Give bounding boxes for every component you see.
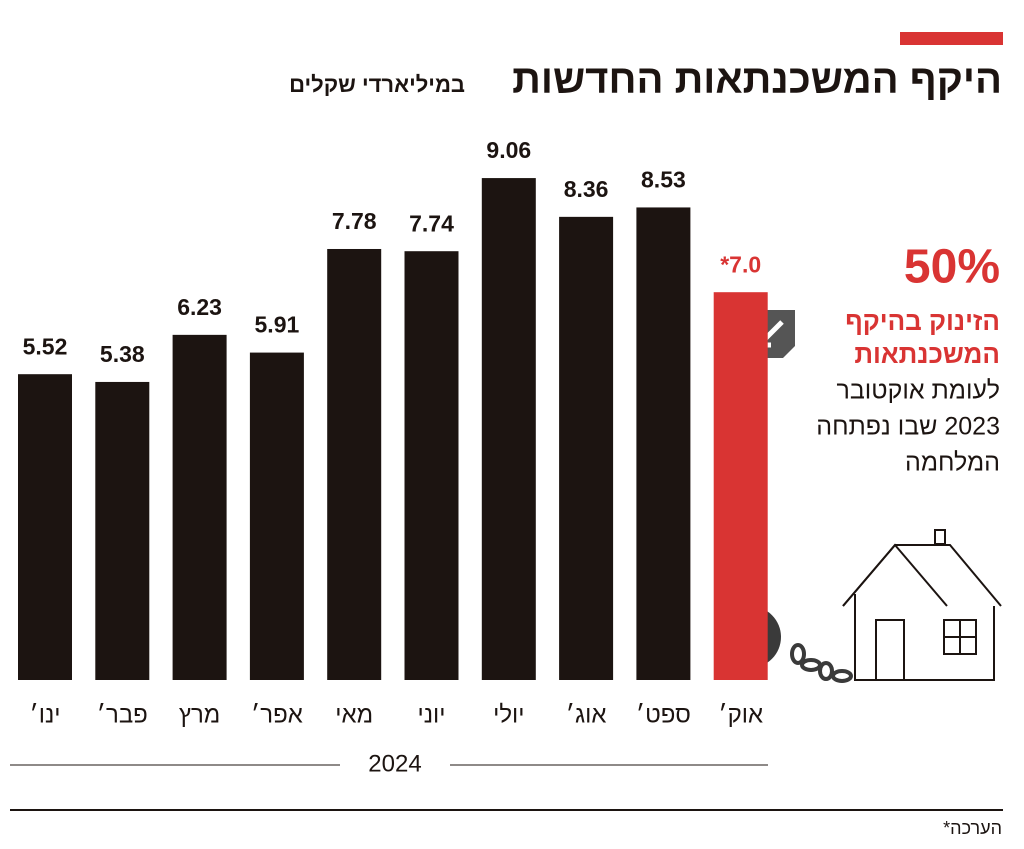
x-tick-label: אוק׳ [718,701,763,728]
value-label: 6.23 [177,294,222,320]
bar [249,352,304,680]
value-label: 5.38 [100,341,145,367]
chart-subtitle: במיליארדי שקלים [289,72,465,97]
chart-title: היקף המשכנתאות החדשות [512,58,1002,102]
bar [18,374,72,680]
value-label: 7.74 [409,210,454,236]
x-tick-label: אפר׳ [251,701,303,728]
value-label: *7.0 [720,251,761,277]
value-label: 5.91 [255,312,300,338]
x-tick-label: יוני [417,701,445,728]
bar [172,334,227,680]
value-label: 8.36 [564,176,609,202]
x-tick-label: ינו׳ [29,701,60,728]
x-tick-label: ספט׳ [636,701,691,728]
annotation-highlight: הזינוק בהיקף [845,306,1000,336]
bar [636,207,691,681]
x-tick-label: פבר׳ [97,701,148,728]
bar [559,216,614,680]
value-label: 5.52 [23,333,68,359]
bar [95,381,150,680]
bar [713,292,768,680]
bar [481,178,536,681]
x-group-label: 2024 [368,750,421,777]
x-tick-label: אוג׳ [566,701,607,728]
value-label: 9.06 [486,137,531,163]
house-illustration [842,529,1002,681]
bar [327,248,382,680]
x-tick-label: מאי [335,701,373,728]
title-accent [900,32,1003,45]
annotation-text: המלחמה [905,449,1000,477]
annotation-highlight: המשכנתאות [854,339,1000,369]
footnote: *הערכה [943,818,1002,838]
annotation-text: לעומת אוקטובר [836,377,1000,405]
value-label: 8.53 [641,167,686,193]
bar [404,251,459,681]
x-tick-label: יולי [493,701,524,728]
annotation-headline: 50% [904,241,1000,294]
x-tick-label: מרץ [179,701,220,728]
annotation-text: 2023 שבו נפתחה [816,413,1000,441]
value-label: 7.78 [332,208,377,234]
